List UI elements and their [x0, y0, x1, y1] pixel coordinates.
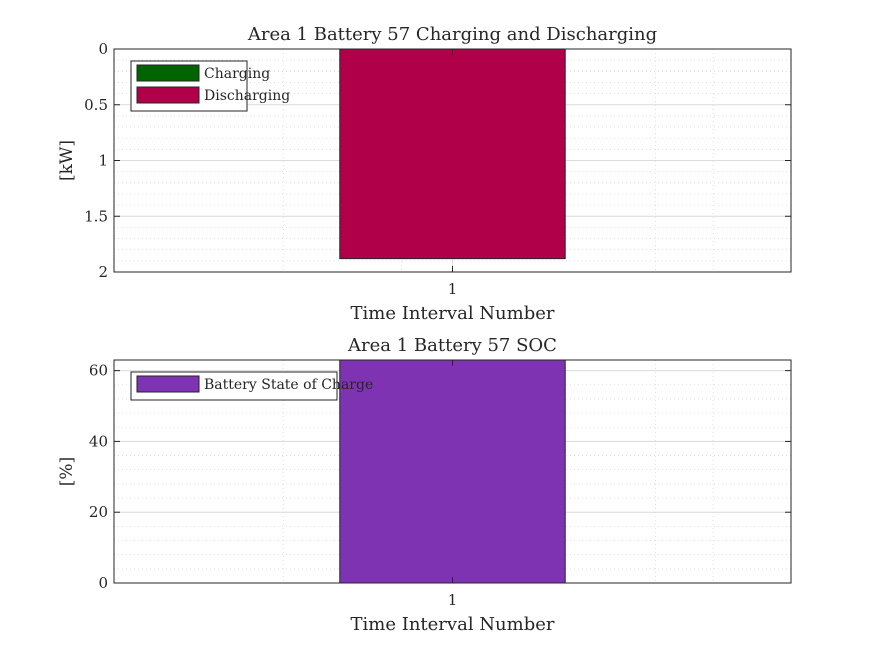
chart-title: Area 1 Battery 57 Charging and Dischargi…	[247, 24, 657, 45]
legend-label: Discharging	[204, 88, 290, 104]
y-tick-label: 60	[89, 362, 108, 380]
legend: Battery State of Charge	[130, 371, 373, 401]
bars	[339, 359, 566, 584]
legend-swatch	[136, 64, 200, 82]
y-tick-label: 1.5	[84, 207, 108, 225]
legend-swatch	[136, 375, 200, 393]
y-tick-label: 40	[89, 432, 108, 450]
x-axis-label: Time Interval Number	[351, 303, 555, 324]
y-axis-label: [%]	[57, 457, 77, 486]
y-tick-label: 1	[98, 152, 108, 170]
y-tick-label: 20	[89, 503, 108, 521]
bars	[339, 48, 566, 260]
y-tick-label: 2	[98, 263, 108, 281]
axis-ticks: 0 0.5 1 1.5 2 1	[84, 40, 791, 298]
bar-battery-state-of-charge	[339, 359, 566, 584]
x-axis-label: Time Interval Number	[351, 614, 555, 635]
legend-label: Battery State of Charge	[204, 377, 373, 393]
y-tick-label: 0	[98, 574, 108, 592]
legend: Charging Discharging	[130, 60, 290, 112]
legend-label: Charging	[204, 66, 270, 82]
charging-discharging-chart: 0 0.5 1 1.5 2 1 Area 1 Battery 57 Charging an…	[57, 24, 792, 324]
soc-chart: 0 20 40 60 1 Area 1 Battery 57 SOC Time Inte…	[57, 335, 792, 635]
y-tick-label: 0.5	[84, 96, 108, 114]
y-tick-label: 0	[98, 40, 108, 58]
legend-swatch	[136, 86, 200, 104]
axis-ticks: 0 20 40 60 1	[89, 360, 791, 609]
chart-title: Area 1 Battery 57 SOC	[347, 335, 557, 356]
bar-discharging	[339, 48, 566, 260]
x-tick-label: 1	[448, 591, 458, 609]
x-tick-label: 1	[448, 280, 458, 298]
y-axis-label: [kW]	[57, 140, 77, 181]
